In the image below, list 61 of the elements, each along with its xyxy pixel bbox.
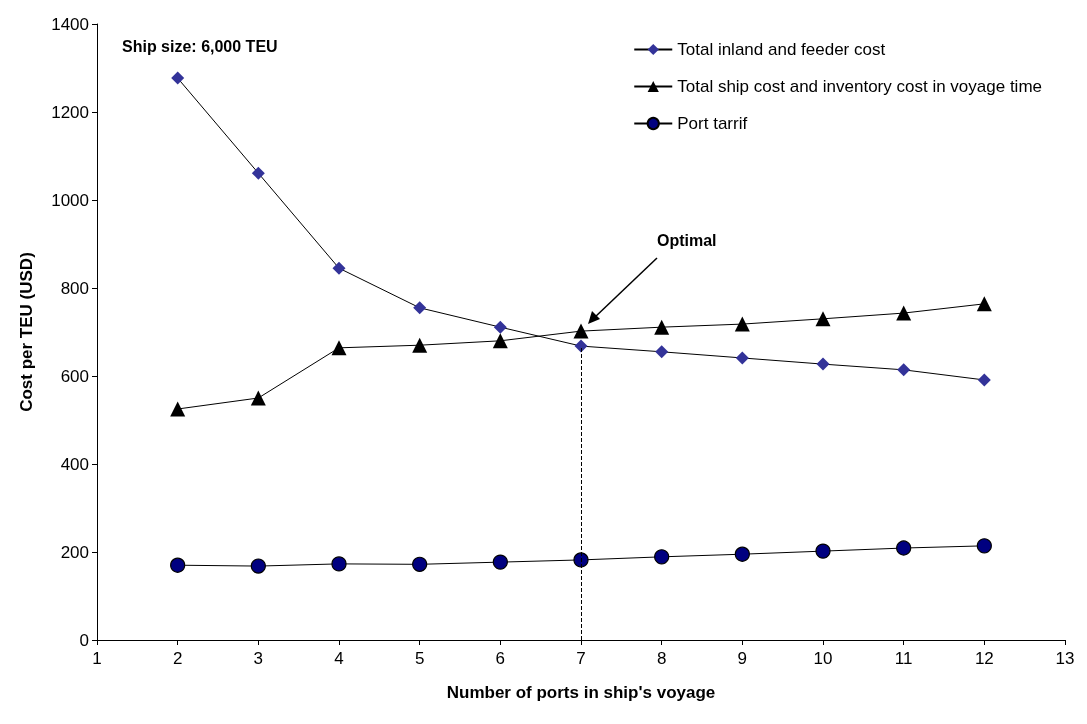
- x-tick-label: 5: [414, 649, 425, 668]
- point: [816, 357, 830, 371]
- x-tick-label: 7: [576, 649, 586, 668]
- point: [250, 558, 266, 574]
- x-tick-label: 10: [813, 649, 833, 668]
- x-tick-label: 8: [656, 649, 667, 668]
- point: [815, 543, 831, 559]
- point: [976, 538, 992, 554]
- point: [250, 390, 266, 406]
- point: [332, 261, 346, 275]
- legend-label: Total ship cost and inventory cost in voyage time: [677, 77, 1043, 96]
- point: [654, 549, 670, 565]
- y-tick-label: 0: [79, 630, 89, 650]
- y-tick-label: 800: [60, 278, 89, 298]
- y-tick-label: 1400: [51, 14, 89, 34]
- x-tick-label: 2: [172, 649, 183, 668]
- y-tick-label: 200: [60, 542, 89, 562]
- x-tick-label: 6: [495, 649, 506, 668]
- point: [735, 351, 749, 365]
- x-tick-label: 3: [253, 649, 264, 668]
- point: [171, 71, 185, 85]
- point: [412, 556, 428, 572]
- y-tick-label: 400: [60, 454, 89, 474]
- point: [815, 311, 831, 327]
- point: [492, 333, 508, 349]
- point: [492, 554, 508, 570]
- point: [573, 323, 589, 339]
- point: [654, 319, 670, 335]
- x-tick-label: 11: [894, 649, 913, 668]
- y-tick-label: 1200: [51, 102, 89, 122]
- point: [331, 340, 347, 356]
- legend-label: Port tarrif: [677, 114, 748, 133]
- point: [655, 345, 669, 359]
- y-tick-label: 1000: [51, 190, 89, 210]
- point: [897, 363, 911, 377]
- point: [493, 320, 507, 334]
- point: [412, 337, 428, 353]
- legend-label: Total inland and feeder cost: [677, 40, 886, 59]
- point: [896, 305, 912, 321]
- point: [977, 373, 991, 387]
- point: [573, 552, 589, 568]
- point: [331, 556, 347, 572]
- point: [170, 401, 186, 417]
- point: [574, 339, 588, 353]
- annotation: Optimal: [657, 231, 717, 249]
- point: [251, 166, 265, 180]
- point: [170, 557, 186, 573]
- point: [976, 296, 992, 312]
- x-tick-label: 1: [92, 649, 102, 668]
- annotation: Ship size: 6,000 TEU: [122, 37, 278, 55]
- point: [734, 316, 750, 332]
- point: [896, 540, 912, 556]
- x-tick-label: 4: [334, 649, 344, 668]
- x-tick-label: 13: [1055, 649, 1075, 668]
- point: [734, 546, 750, 562]
- point: [413, 301, 427, 315]
- y-tick-label: 600: [60, 366, 89, 386]
- x-axis-title: Number of ports in ship's voyage: [446, 683, 716, 702]
- x-tick-label: 12: [974, 649, 994, 668]
- x-tick-label: 9: [737, 649, 748, 668]
- y-axis-title: Cost per TEU (USD): [17, 252, 36, 412]
